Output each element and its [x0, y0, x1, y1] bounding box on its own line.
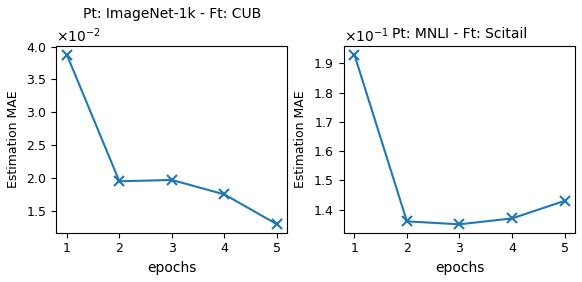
Title: Pt: MNLI - Ft: Scitail: Pt: MNLI - Ft: Scitail — [392, 27, 527, 41]
X-axis label: epochs: epochs — [435, 261, 484, 275]
Y-axis label: Estimation MAE: Estimation MAE — [7, 91, 20, 188]
X-axis label: epochs: epochs — [147, 261, 197, 275]
Y-axis label: Estimation MAE: Estimation MAE — [294, 91, 307, 188]
Title: Pt: ImageNet-1k - Ft: CUB: Pt: ImageNet-1k - Ft: CUB — [83, 7, 261, 21]
